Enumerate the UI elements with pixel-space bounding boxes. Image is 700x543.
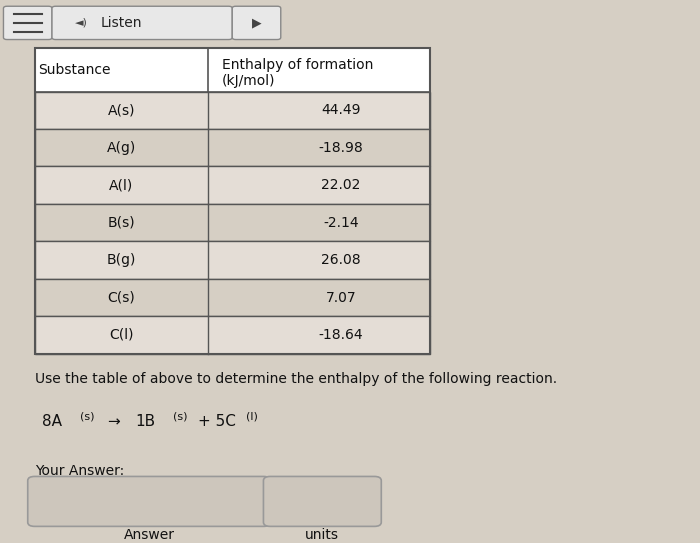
Text: ◄): ◄) (75, 18, 88, 28)
Bar (35, 316, 430, 353)
FancyBboxPatch shape (263, 476, 382, 526)
Text: 26.08: 26.08 (321, 253, 361, 267)
Text: Your Answer:: Your Answer: (35, 464, 124, 478)
Text: C(s): C(s) (107, 291, 135, 305)
Text: B(s): B(s) (108, 216, 135, 230)
Text: units: units (305, 528, 340, 542)
Text: A(l): A(l) (109, 178, 134, 192)
Text: Use the table of above to determine the enthalpy of the following reaction.: Use the table of above to determine the … (35, 372, 556, 387)
Text: 7.07: 7.07 (326, 291, 356, 305)
Bar (35, 92, 430, 129)
Text: -2.14: -2.14 (323, 216, 359, 230)
Text: 22.02: 22.02 (321, 178, 360, 192)
Bar (35, 241, 430, 279)
Text: Listen: Listen (101, 16, 142, 30)
FancyBboxPatch shape (28, 476, 270, 526)
Text: -18.98: -18.98 (318, 141, 363, 155)
Text: Enthalpy of formation
(kJ/mol): Enthalpy of formation (kJ/mol) (222, 58, 373, 88)
Text: C(l): C(l) (109, 328, 134, 342)
Text: Substance: Substance (38, 62, 111, 77)
Text: B(g): B(g) (106, 253, 136, 267)
Bar (35, 204, 430, 241)
FancyBboxPatch shape (4, 6, 52, 40)
Text: 44.49: 44.49 (321, 103, 360, 117)
Text: (s): (s) (80, 412, 94, 422)
Text: 1B: 1B (135, 414, 155, 429)
Text: ▶: ▶ (252, 16, 261, 29)
FancyBboxPatch shape (52, 6, 232, 40)
Text: 8A: 8A (41, 414, 62, 429)
Bar (35, 279, 430, 316)
Text: →: → (108, 414, 120, 429)
Text: A(s): A(s) (108, 103, 135, 117)
Text: (l): (l) (246, 412, 258, 422)
Text: -18.64: -18.64 (318, 328, 363, 342)
FancyBboxPatch shape (232, 6, 281, 40)
Bar (35, 129, 430, 167)
Bar (35, 167, 430, 204)
Text: Answer: Answer (123, 528, 174, 542)
Text: A(g): A(g) (106, 141, 136, 155)
Text: (s): (s) (174, 412, 188, 422)
Text: + 5C: + 5C (197, 414, 235, 429)
